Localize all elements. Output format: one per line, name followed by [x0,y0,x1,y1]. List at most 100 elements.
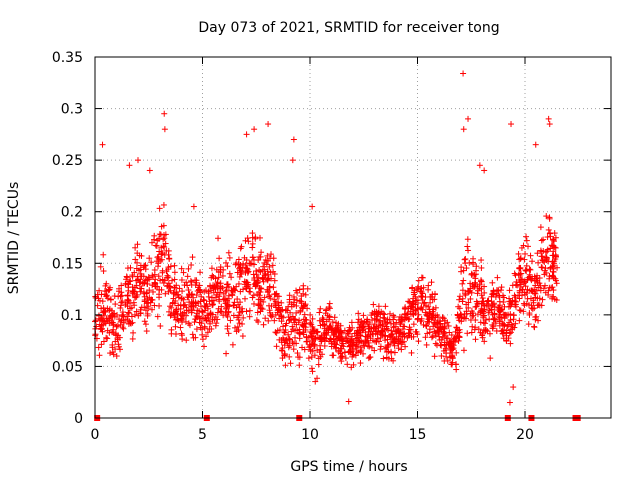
data-point [195,284,202,291]
data-point [119,298,126,305]
data-point [107,350,114,357]
data-point [92,294,99,301]
data-point [379,321,386,328]
chart-title: Day 073 of 2021, SRMTID for receiver ton… [198,20,499,36]
data-point [360,326,367,333]
data-point [188,261,195,268]
data-point [120,311,127,318]
data-point [265,288,272,295]
data-point [223,350,230,357]
data-point [151,267,158,274]
data-point [268,275,275,282]
data-point [114,311,121,318]
data-point [240,286,247,293]
data-point [246,313,253,320]
data-point [418,304,425,311]
data-point [162,290,169,297]
data-point [393,336,400,343]
data-point [240,314,247,321]
data-point [167,283,174,290]
data-point [238,271,245,278]
data-point [143,290,150,297]
data-point [330,352,337,359]
data-point [233,260,240,267]
data-point [212,275,219,282]
data-point [431,353,438,360]
data-point [293,321,300,328]
data-point [260,321,267,328]
data-point [189,331,196,338]
data-point [148,239,155,246]
data-point [105,286,112,293]
data-point [401,316,408,323]
data-point [214,309,221,316]
data-point [253,271,260,278]
data-point [319,321,326,328]
data-point [178,330,185,337]
data-point [224,263,231,270]
data-point [422,334,429,341]
data-point [149,272,156,279]
data-point [112,301,119,308]
data-point [341,327,348,334]
data-point [397,320,404,327]
data-point [224,313,231,320]
data-point [164,272,171,279]
data-point [415,277,422,284]
data-point [299,305,306,312]
data-point [384,316,391,323]
data-point [285,331,292,338]
data-point [217,285,224,292]
data-point [206,298,213,305]
data-point [350,339,357,346]
data-point [206,326,213,333]
data-point [428,314,435,321]
data-point [418,274,425,281]
data-point [183,312,190,319]
data-point [364,316,371,323]
data-point [179,288,186,295]
data-point [165,288,172,295]
data-point [155,253,162,260]
data-point [253,317,260,324]
data-point [184,273,191,280]
data-point [418,289,425,296]
data-point [331,314,338,321]
data-point [106,306,113,313]
data-point [136,252,143,259]
data-point [142,321,149,328]
data-point [320,316,327,323]
data-point [308,365,315,372]
data-point [398,341,405,348]
data-point [94,291,101,298]
data-point [214,279,221,286]
data-point [115,341,122,348]
data-point [300,290,307,297]
data-point [293,309,300,316]
data-point [393,319,400,326]
data-point [301,311,308,318]
data-point [196,287,203,294]
data-point [255,296,262,303]
data-point [350,351,357,358]
data-point [332,328,339,335]
data-point [118,292,125,299]
data-point [186,322,193,329]
data-point [423,341,430,348]
data-point [103,318,110,325]
data-point [371,321,378,328]
data-point [439,314,446,321]
data-point [440,328,447,335]
data-point [398,346,405,353]
data-point [393,328,400,335]
data-point [369,331,376,338]
data-point [400,338,407,345]
data-point [146,276,153,283]
data-point [161,251,168,258]
data-point [178,295,185,302]
data-point [326,323,333,330]
data-point [370,324,377,331]
data-point [375,338,382,345]
data-point [201,307,208,314]
data-point [127,277,134,284]
